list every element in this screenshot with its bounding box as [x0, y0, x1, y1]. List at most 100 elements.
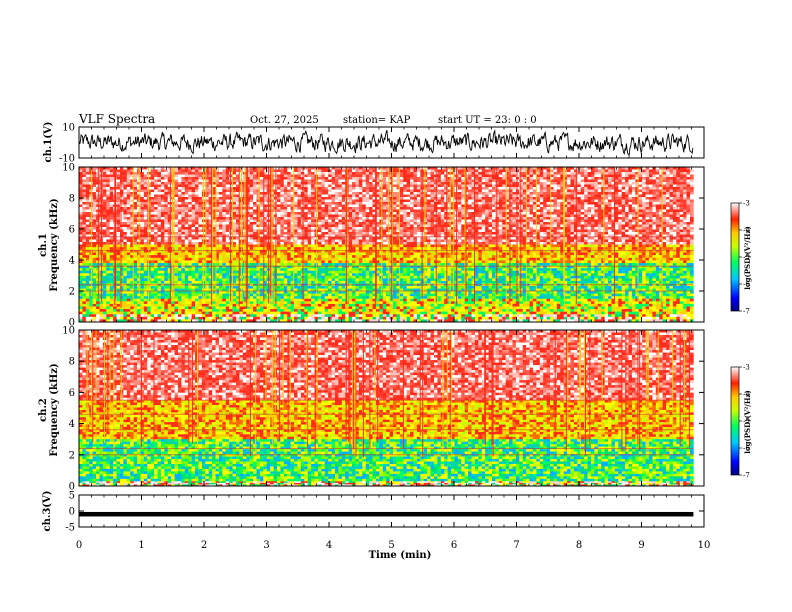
- spectrogram-cell: [284, 175, 288, 178]
- spectrogram-cell: [86, 180, 90, 183]
- spectrogram-cell: [355, 170, 359, 173]
- spectrogram-cell: [168, 205, 172, 208]
- spectrogram-cell: [393, 197, 397, 200]
- spectrogram-cell: [144, 172, 148, 175]
- spectrogram-cell: [93, 185, 97, 188]
- spectrogram-cell: [338, 180, 342, 183]
- spectrogram-cell: [680, 185, 684, 188]
- spectrogram-cell: [151, 190, 155, 193]
- spectrogram-cell: [369, 192, 373, 195]
- spectrogram-cell: [683, 180, 687, 183]
- spectrogram-cell: [362, 187, 366, 190]
- spectrogram-cell: [676, 202, 680, 205]
- spectrogram-cell: [632, 177, 636, 180]
- spectrogram-cell: [687, 202, 691, 205]
- spectrogram-cell: [625, 190, 629, 193]
- spectrogram-cell: [652, 177, 656, 180]
- spectrogram-cell: [553, 202, 557, 205]
- spectrogram-cell: [485, 170, 489, 173]
- spectrogram-cell: [117, 200, 121, 203]
- spectrogram-cell: [584, 202, 588, 205]
- spectrogram-cell: [366, 197, 370, 200]
- spectrogram-cell: [618, 200, 622, 203]
- spectrogram-cell: [424, 177, 428, 180]
- spectrogram-cell: [161, 195, 165, 198]
- spectrogram-cell: [427, 177, 431, 180]
- spectrogram-cell: [649, 197, 653, 200]
- spectrogram-cell: [635, 200, 639, 203]
- spectrogram-cell: [444, 175, 448, 178]
- spectrogram-cell: [584, 175, 588, 178]
- spectrogram-cell: [195, 170, 199, 173]
- spectrogram-cell: [256, 170, 260, 173]
- spectrogram-cell: [680, 182, 684, 185]
- spectrogram-cell: [151, 192, 155, 195]
- spectrogram-cell: [233, 195, 237, 198]
- spectrogram-cell: [485, 195, 489, 198]
- spectrogram-cell: [567, 180, 571, 183]
- spectrogram-cell: [318, 175, 322, 178]
- spectrogram-cell: [601, 177, 605, 180]
- spectrogram-cell: [82, 192, 86, 195]
- spectrogram-cell: [178, 185, 182, 188]
- spectrogram-cell: [82, 177, 86, 180]
- spectrogram-cell: [287, 170, 291, 173]
- spectrogram-cell: [359, 187, 363, 190]
- spectrogram-cell: [164, 182, 168, 185]
- spectrogram-cell: [598, 197, 602, 200]
- spectrogram-cell: [352, 180, 356, 183]
- spectrogram-cell: [499, 192, 503, 195]
- spectrogram-cell: [332, 172, 336, 175]
- spectrogram-cell: [642, 182, 646, 185]
- spectrogram-cell: [123, 182, 127, 185]
- spectrogram-cell: [178, 180, 182, 183]
- spectrogram-cell: [594, 197, 598, 200]
- spectrogram-cell: [666, 202, 670, 205]
- spectrogram-cell: [147, 205, 151, 208]
- spectrogram-cell: [516, 200, 520, 203]
- spectrogram-cell: [410, 202, 414, 205]
- spectrogram-cell: [151, 197, 155, 200]
- spectrogram-cell: [280, 170, 284, 173]
- spectrogram-cell: [383, 200, 387, 203]
- spectrogram-cell: [516, 177, 520, 180]
- spectrogram-cell: [304, 197, 308, 200]
- spectrogram-cell: [161, 202, 165, 205]
- spectrogram-cell: [198, 190, 202, 193]
- spectrogram-cell: [127, 205, 131, 208]
- spectrogram-cell: [151, 185, 155, 188]
- spectrogram-cell: [297, 200, 301, 203]
- spectrogram-cell: [489, 182, 493, 185]
- spectrogram-cell: [598, 202, 602, 205]
- spectrogram-cell: [140, 190, 144, 193]
- spectrogram-cell: [253, 192, 257, 195]
- spectrogram-cell: [656, 172, 660, 175]
- spectrogram-cell: [86, 205, 90, 208]
- spectrogram-cell: [287, 190, 291, 193]
- spectrogram-cell: [485, 180, 489, 183]
- spectrogram-cell: [362, 172, 366, 175]
- spectrogram-cell: [656, 200, 660, 203]
- start-time-label: start UT = 23: 0 : 0: [438, 115, 537, 126]
- spectrogram-cell: [325, 195, 329, 198]
- spectrogram-cell: [444, 192, 448, 195]
- spectrogram-cell: [82, 172, 86, 175]
- spectrogram-cell: [325, 187, 329, 190]
- spectrogram-cell: [427, 172, 431, 175]
- spectrogram-cell: [523, 200, 527, 203]
- spectrogram-cell: [649, 190, 653, 193]
- spectrogram-cell: [134, 197, 138, 200]
- spectrogram-cell: [571, 182, 575, 185]
- spectrogram-cell: [284, 170, 288, 173]
- spectrogram-cell: [260, 187, 264, 190]
- spectrogram-cell: [581, 200, 585, 203]
- spectrogram-cell: [103, 202, 107, 205]
- spectrogram-cell: [652, 190, 656, 193]
- spectrogram-cell: [448, 195, 452, 198]
- spectrogram-cell: [308, 172, 312, 175]
- spectrogram-cell: [478, 175, 482, 178]
- spectrogram-cell: [461, 192, 465, 195]
- spectrogram-cell: [478, 180, 482, 183]
- spectrogram-cell: [512, 190, 516, 193]
- spectrogram-cell: [622, 175, 626, 178]
